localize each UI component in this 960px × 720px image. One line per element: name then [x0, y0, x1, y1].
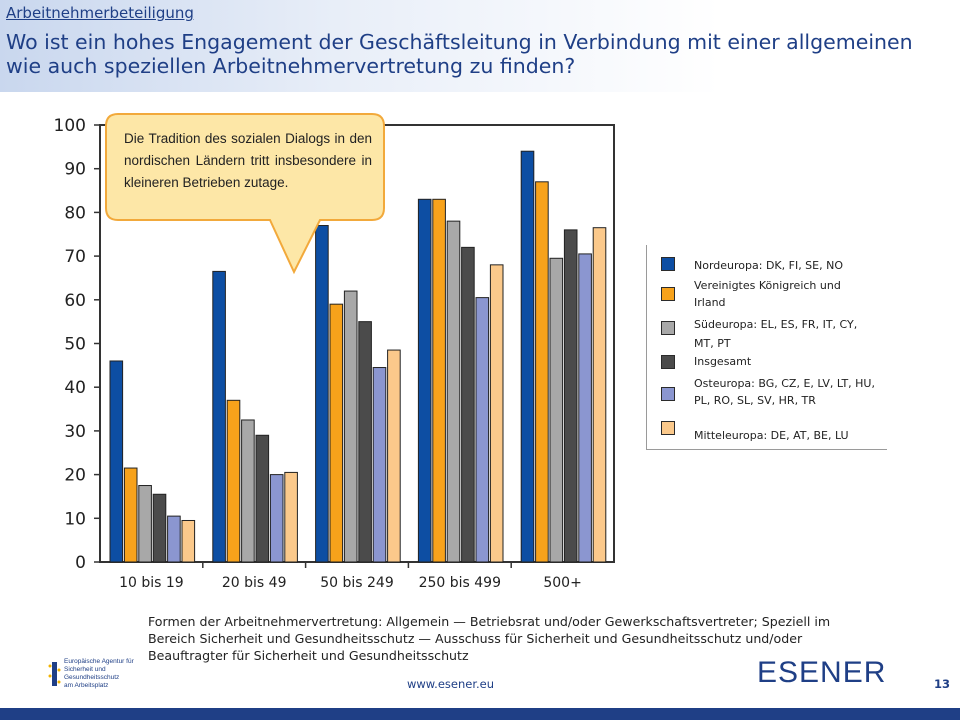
- callout-bubble: [105, 113, 385, 275]
- y-tick-label: 0: [75, 553, 86, 573]
- eu-agency-logo: Europäische Agentur für Sicherheit und G…: [48, 658, 158, 690]
- legend-label: Mitteleuropa: DE, AT, BE, LU: [694, 429, 849, 442]
- bar: [123, 467, 138, 563]
- x-tick-label: 10 bis 19: [119, 575, 184, 591]
- page-title: Wo ist ein hohes Engagement der Geschäft…: [6, 30, 913, 78]
- legend-label: Südeuropa: EL, ES, FR, IT, CY, MT, PT: [694, 318, 858, 350]
- legend-label: Vereinigtes Königreich und Irland: [694, 279, 841, 309]
- bar: [387, 349, 401, 563]
- bar: [520, 150, 535, 563]
- bar: [255, 434, 270, 563]
- legend-swatch: [661, 287, 675, 301]
- legend-swatch: [661, 421, 675, 435]
- x-tick-label: 20 bis 49: [222, 575, 287, 591]
- bar: [446, 220, 461, 563]
- eu-agency-mark-icon: [48, 662, 61, 686]
- bar: [372, 367, 387, 563]
- bar: [461, 246, 475, 563]
- y-tick-label: 40: [64, 378, 86, 398]
- section-title[interactable]: Arbeitnehmerbeteiligung: [6, 4, 194, 22]
- bar: [226, 399, 241, 563]
- y-tick-label: 100: [54, 116, 86, 136]
- bar: [138, 485, 152, 563]
- x-tick-label: 500+: [543, 575, 581, 591]
- y-tick-label: 70: [64, 247, 86, 267]
- bar: [167, 515, 181, 563]
- bar: [109, 360, 124, 563]
- x-tick-label: 50 bis 249: [320, 575, 394, 591]
- y-tick-label: 10: [64, 509, 86, 529]
- eu-agency-name: Europäische Agentur für Sicherheit und G…: [64, 658, 134, 689]
- bar: [563, 229, 578, 563]
- y-tick-label: 30: [64, 422, 86, 442]
- bar: [284, 471, 298, 563]
- callout-text: Die Tradition des sozialen Dialogs in de…: [124, 131, 372, 190]
- esener-logo: ESENER: [757, 656, 887, 689]
- bar: [358, 321, 372, 563]
- legend-swatch: [661, 257, 675, 271]
- bar: [269, 474, 284, 563]
- legend-swatch: [661, 387, 675, 401]
- bar: [592, 227, 607, 563]
- y-tick-label: 90: [64, 160, 86, 180]
- legend-label: Nordeuropa: DK, FI, SE, NO: [694, 259, 843, 272]
- legend-swatch: [661, 355, 675, 369]
- bar: [152, 493, 167, 563]
- bar: [329, 303, 344, 563]
- y-tick-label: 60: [64, 291, 86, 311]
- bar: [417, 198, 432, 563]
- legend-label: Insgesamt: [694, 355, 752, 368]
- bar: [489, 264, 504, 563]
- header-band: [0, 0, 960, 92]
- chart-legend: Nordeuropa: DK, FI, SE, NO Vereinigtes K…: [646, 245, 887, 450]
- y-tick-label: 80: [64, 203, 86, 223]
- bar: [578, 253, 592, 563]
- footer-bar: [0, 708, 960, 720]
- bar: [181, 519, 196, 563]
- website-link[interactable]: www.esener.eu: [407, 677, 495, 691]
- page-number: 13: [934, 677, 951, 691]
- bar: [343, 290, 358, 563]
- bar: [475, 297, 490, 563]
- x-tick-label: 250 bis 499: [419, 575, 501, 591]
- bar: [535, 181, 549, 563]
- bar: [241, 419, 255, 563]
- callout: Die Tradition des sozialen Dialogs in de…: [106, 114, 384, 220]
- bar: [315, 225, 329, 563]
- bar: [549, 257, 564, 563]
- footnote: Formen der Arbeitnehmervertretung: Allge…: [148, 614, 831, 663]
- legend-swatch: [661, 321, 675, 335]
- bar: [432, 198, 446, 563]
- bar: [212, 270, 226, 563]
- legend-label: Osteuropa: BG, CZ, E, LV, LT, HU, PL, RO…: [694, 377, 875, 407]
- y-tick-label: 50: [64, 335, 86, 355]
- y-tick-label: 20: [64, 466, 86, 486]
